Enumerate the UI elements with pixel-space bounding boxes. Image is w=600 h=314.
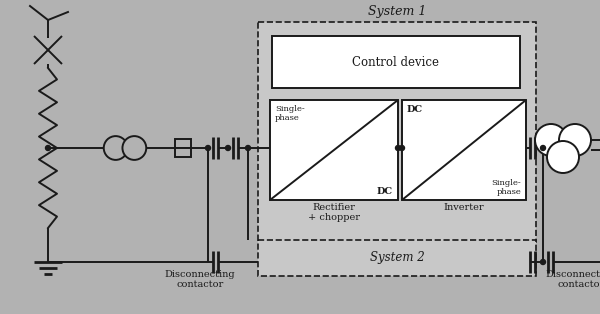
Circle shape: [245, 145, 251, 150]
Circle shape: [104, 136, 128, 160]
Text: Inverter: Inverter: [443, 203, 484, 212]
Circle shape: [226, 145, 230, 150]
Circle shape: [205, 145, 211, 150]
Text: Rectifier
+ chopper: Rectifier + chopper: [308, 203, 360, 222]
Circle shape: [547, 141, 579, 173]
Circle shape: [46, 145, 50, 150]
Circle shape: [395, 145, 401, 150]
Bar: [258, 240, 536, 276]
Bar: [402, 100, 526, 200]
Text: System 2: System 2: [370, 252, 424, 264]
Text: Single-
phase: Single- phase: [491, 179, 521, 196]
Text: System 1: System 1: [368, 5, 426, 18]
Circle shape: [541, 259, 545, 264]
Text: Single-
phase: Single- phase: [275, 105, 305, 122]
Circle shape: [541, 145, 545, 150]
Circle shape: [122, 136, 146, 160]
Text: Disconnecting
contactor: Disconnecting contactor: [545, 270, 600, 290]
Text: Control device: Control device: [353, 56, 439, 68]
Bar: [175, 148, 191, 157]
Bar: [175, 139, 191, 148]
Circle shape: [400, 145, 404, 150]
Circle shape: [559, 124, 591, 156]
Bar: [258, 22, 536, 242]
Text: DC: DC: [407, 105, 423, 114]
Text: DC: DC: [377, 187, 393, 196]
Text: Disconnecting
contactor: Disconnecting contactor: [164, 270, 235, 290]
Circle shape: [535, 124, 567, 156]
Bar: [272, 36, 520, 88]
Bar: [270, 100, 398, 200]
